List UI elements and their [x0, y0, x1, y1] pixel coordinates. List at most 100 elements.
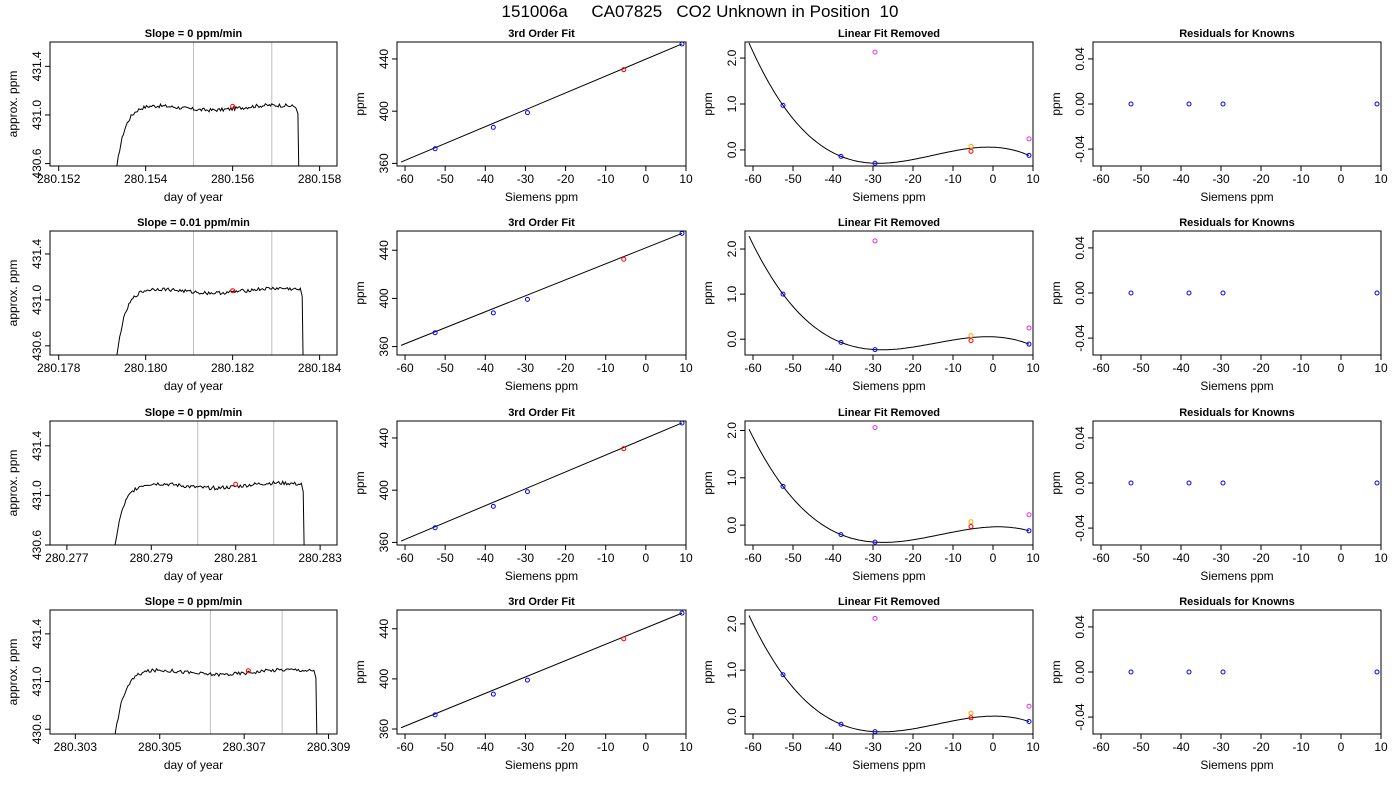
known-point [679, 610, 685, 616]
y-tick-label: 440 [377, 428, 391, 448]
x-tick-label: -60 [744, 551, 762, 565]
y-tick-label: 0.04 [1073, 236, 1087, 260]
plot-area [400, 421, 685, 542]
sample-point [621, 636, 627, 642]
x-tick-label: -50 [784, 551, 802, 565]
x-tick-label: -60 [1092, 361, 1110, 375]
x-tick-label: -10 [944, 172, 962, 186]
plot-area [748, 615, 1032, 734]
y-tick-label: 400 [377, 669, 391, 689]
ppm-trace [116, 286, 304, 355]
known-point [1220, 290, 1226, 296]
y-axis-label: ppm [353, 660, 367, 683]
x-tick-label: -50 [1132, 361, 1150, 375]
x-tick-label: -30 [517, 740, 535, 754]
y-tick-label: 400 [377, 101, 391, 121]
x-tick-label: -10 [1292, 740, 1310, 754]
y-axis-label: ppm [701, 281, 715, 304]
x-tick-label: 10 [679, 172, 693, 186]
panel-title: 3rd Order Fit [508, 28, 575, 40]
y-tick-label: 440 [377, 618, 391, 638]
x-tick-label: 0 [990, 551, 997, 565]
plot-frame [744, 420, 1034, 546]
y-axis-label: ppm [701, 660, 715, 683]
known-point [838, 721, 844, 727]
y-axis-label: approx. ppm [6, 260, 20, 327]
x-tick-label: 280.307 [222, 740, 266, 754]
known-point [490, 503, 496, 509]
known-point [780, 483, 786, 489]
x-tick-label: -20 [1252, 740, 1270, 754]
x-tick-label: -50 [1132, 172, 1150, 186]
plot-frame [744, 230, 1034, 356]
x-axis-label: Siemens ppm [852, 758, 925, 772]
known-point [1128, 669, 1134, 675]
panel-title: Slope = 0.01 ppm/min [137, 217, 250, 229]
sample-point [968, 148, 974, 154]
cubic-residual-curve [748, 42, 1030, 164]
x-axis-label: day of year [164, 190, 223, 204]
x-tick-label: -60 [396, 172, 414, 186]
x-tick-label: -10 [1292, 172, 1310, 186]
panel-title: Residuals for Knowns [1179, 407, 1295, 419]
x-tick-label: 280.182 [211, 361, 255, 375]
x-tick-label: -10 [1292, 551, 1310, 565]
known-point [872, 160, 878, 166]
x-tick-label: -30 [1212, 361, 1230, 375]
y-tick-label: 360 [377, 719, 391, 739]
sample-marker [230, 288, 236, 294]
x-tick-label: -60 [396, 361, 414, 375]
known-point [432, 330, 438, 336]
known-point [490, 691, 496, 697]
y-tick-label: 400 [377, 288, 391, 308]
x-tick-label: -40 [1172, 551, 1190, 565]
y-tick-label: 2.0 [725, 49, 739, 66]
y-axis-label: ppm [1049, 92, 1063, 115]
known-point [1128, 480, 1134, 486]
x-tick-label: -30 [517, 551, 535, 565]
x-axis-label: Siemens ppm [1200, 758, 1273, 772]
panel-r4-c4: Residuals for Knowns -60 -50 -40 -30 -20 -10 0 1… [1049, 596, 1388, 772]
y-tick-label: 431.0 [30, 285, 44, 315]
plot-frame [396, 41, 687, 167]
y-tick-label: -0.04 [1073, 135, 1087, 163]
known-point [1374, 290, 1380, 296]
x-tick-label: -50 [784, 361, 802, 375]
x-tick-label: -50 [436, 551, 454, 565]
y-axis-label: ppm [701, 92, 715, 115]
panel-title: Slope = 0 ppm/min [145, 407, 243, 419]
panel-title: 3rd Order Fit [508, 596, 575, 608]
plot-frame [1092, 230, 1382, 356]
x-tick-label: -20 [557, 551, 575, 565]
known-point [1186, 101, 1192, 107]
x-tick-label: -60 [744, 361, 762, 375]
x-tick-label: -30 [864, 361, 882, 375]
unknown-point [872, 425, 878, 431]
x-tick-label: -50 [436, 172, 454, 186]
known-point [872, 539, 878, 545]
x-tick-label: -30 [1212, 551, 1230, 565]
known-point [1026, 528, 1032, 534]
plot-area [748, 425, 1032, 545]
panel-r1-c4: Residuals for Knowns -60 -50 -40 -30 -20 -10 0 1… [1049, 28, 1388, 204]
x-axis-label: Siemens ppm [1200, 569, 1273, 583]
panel-title: Linear Fit Removed [838, 596, 940, 608]
x-axis-label: Siemens ppm [505, 379, 578, 393]
known-point [432, 525, 438, 531]
y-tick-label: 431.4 [30, 239, 44, 269]
plot-area [114, 610, 318, 734]
x-tick-label: 10 [1026, 361, 1040, 375]
sample-marker [233, 481, 239, 487]
x-tick-label: -30 [1212, 172, 1230, 186]
plot-area [400, 42, 685, 163]
panel-title: Linear Fit Removed [838, 28, 940, 40]
y-tick-label: 0.04 [1073, 615, 1087, 639]
x-tick-label: -50 [784, 172, 802, 186]
plot-frame [744, 609, 1034, 735]
y-tick-label: 0.00 [1073, 92, 1087, 116]
plot-area [1128, 101, 1380, 107]
sample-point [621, 446, 627, 452]
known-point [1026, 341, 1032, 347]
y-tick-label: 431.0 [30, 666, 44, 696]
known-point [872, 347, 878, 353]
